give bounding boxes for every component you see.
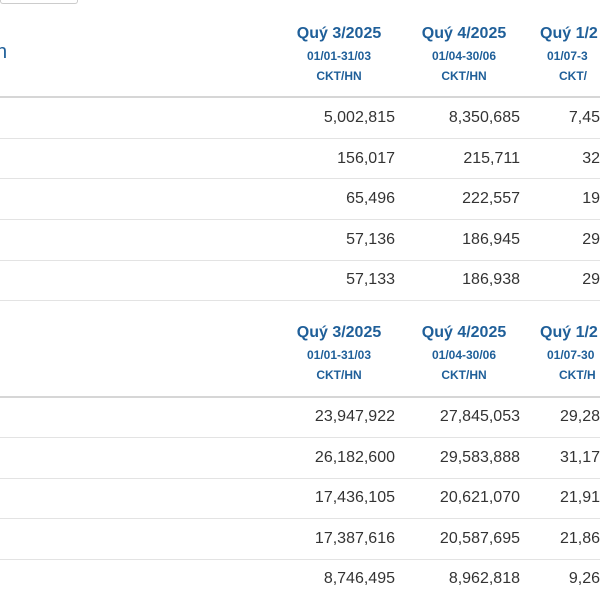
table2-cell: 8,746,495 [323,570,395,587]
date-range-label: 01/01-31/03 [306,348,372,362]
quarter-label: Quý 1/2 [540,324,598,341]
date-range-label: 01/04-30/06 [431,49,497,63]
quarter-label: Quý 4/2025 [421,324,507,341]
table-row-divider [0,178,600,179]
table-row-divider [0,518,600,519]
table1-cell: 215,711 [463,150,520,167]
quarter-label: Quý 3/2025 [296,324,382,341]
report-type-label: CKT/HN [441,368,487,382]
table-row-divider [0,219,600,220]
table1-cell: 222,557 [462,190,520,207]
table1-cell: 57,136 [346,231,395,248]
date-range-label: 01/07-3 [547,49,588,63]
table2-header-divider [0,396,600,398]
table2-cell: 29,583,888 [439,449,520,466]
table1-cell: 186,945 [462,231,520,248]
date-range-label: 01/01-31/03 [306,49,372,63]
table1-cell: 29 [582,231,600,248]
quarter-label: Quý 3/2025 [296,25,382,42]
table-row-divider [0,138,600,139]
table2-cell: 9,26 [568,570,600,587]
table2-cell: 17,436,105 [314,489,395,506]
table-row-divider [0,260,600,261]
table2-cell: 20,587,695 [439,530,520,547]
table2-cell: 20,621,070 [439,489,520,506]
table-row-divider [0,559,600,560]
table2-cell: 21,91 [559,489,600,506]
table2-cell: 17,387,616 [314,530,395,547]
report-type-label: CKT/HN [316,368,362,382]
table2-header-col-3: Quý 1/2 01/07-30 CKT/H [540,323,600,383]
table-row-divider [0,437,600,438]
table1-cell: 57,133 [346,271,395,288]
date-range-label: 01/07-30 [547,348,595,362]
table1-cell: 32 [582,150,600,167]
table1-cell: 8,350,685 [448,109,520,126]
report-type-label: CKT/H [559,368,596,382]
table2-header-col-2: Quý 4/2025 01/04-30/06 CKT/HN [402,323,526,383]
table1-header-col-1: Quý 3/2025 01/01-31/03 CKT/HN [277,24,401,84]
table2-cell: 21,86 [559,530,600,547]
dropdown-selector-bottom-edge[interactable] [0,0,78,4]
section-label: h [0,41,8,63]
table2-header-col-1: Quý 3/2025 01/01-31/03 CKT/HN [277,323,401,383]
report-type-label: CKT/HN [441,69,487,83]
report-type-label: CKT/HN [316,69,362,83]
table1-header-divider [0,96,600,98]
table1-cell: 186,938 [462,271,520,288]
report-type-label: CKT/ [559,69,587,83]
quarter-label: Quý 1/2 [540,25,598,42]
table1-cell: 65,496 [346,190,395,207]
table1-cell: 29 [582,271,600,288]
table2-cell: 26,182,600 [314,449,395,466]
quarter-label: Quý 4/2025 [421,25,507,42]
table-row-divider [0,478,600,479]
table1-cell: 5,002,815 [323,109,395,126]
table2-cell: 23,947,922 [314,408,395,425]
table1-cell: 19 [582,190,600,207]
date-range-label: 01/04-30/06 [431,348,497,362]
table2-cell: 29,28 [559,408,600,425]
table-row-divider [0,300,600,301]
table2-cell: 27,845,053 [439,408,520,425]
table2-cell: 8,962,818 [448,570,520,587]
table1-header-col-3: Quý 1/2 01/07-3 CKT/ [540,24,600,84]
table2-cell: 31,17 [559,449,600,466]
table1-cell: 7,45 [568,109,600,126]
table1-cell: 156,017 [337,150,395,167]
table1-header-col-2: Quý 4/2025 01/04-30/06 CKT/HN [402,24,526,84]
